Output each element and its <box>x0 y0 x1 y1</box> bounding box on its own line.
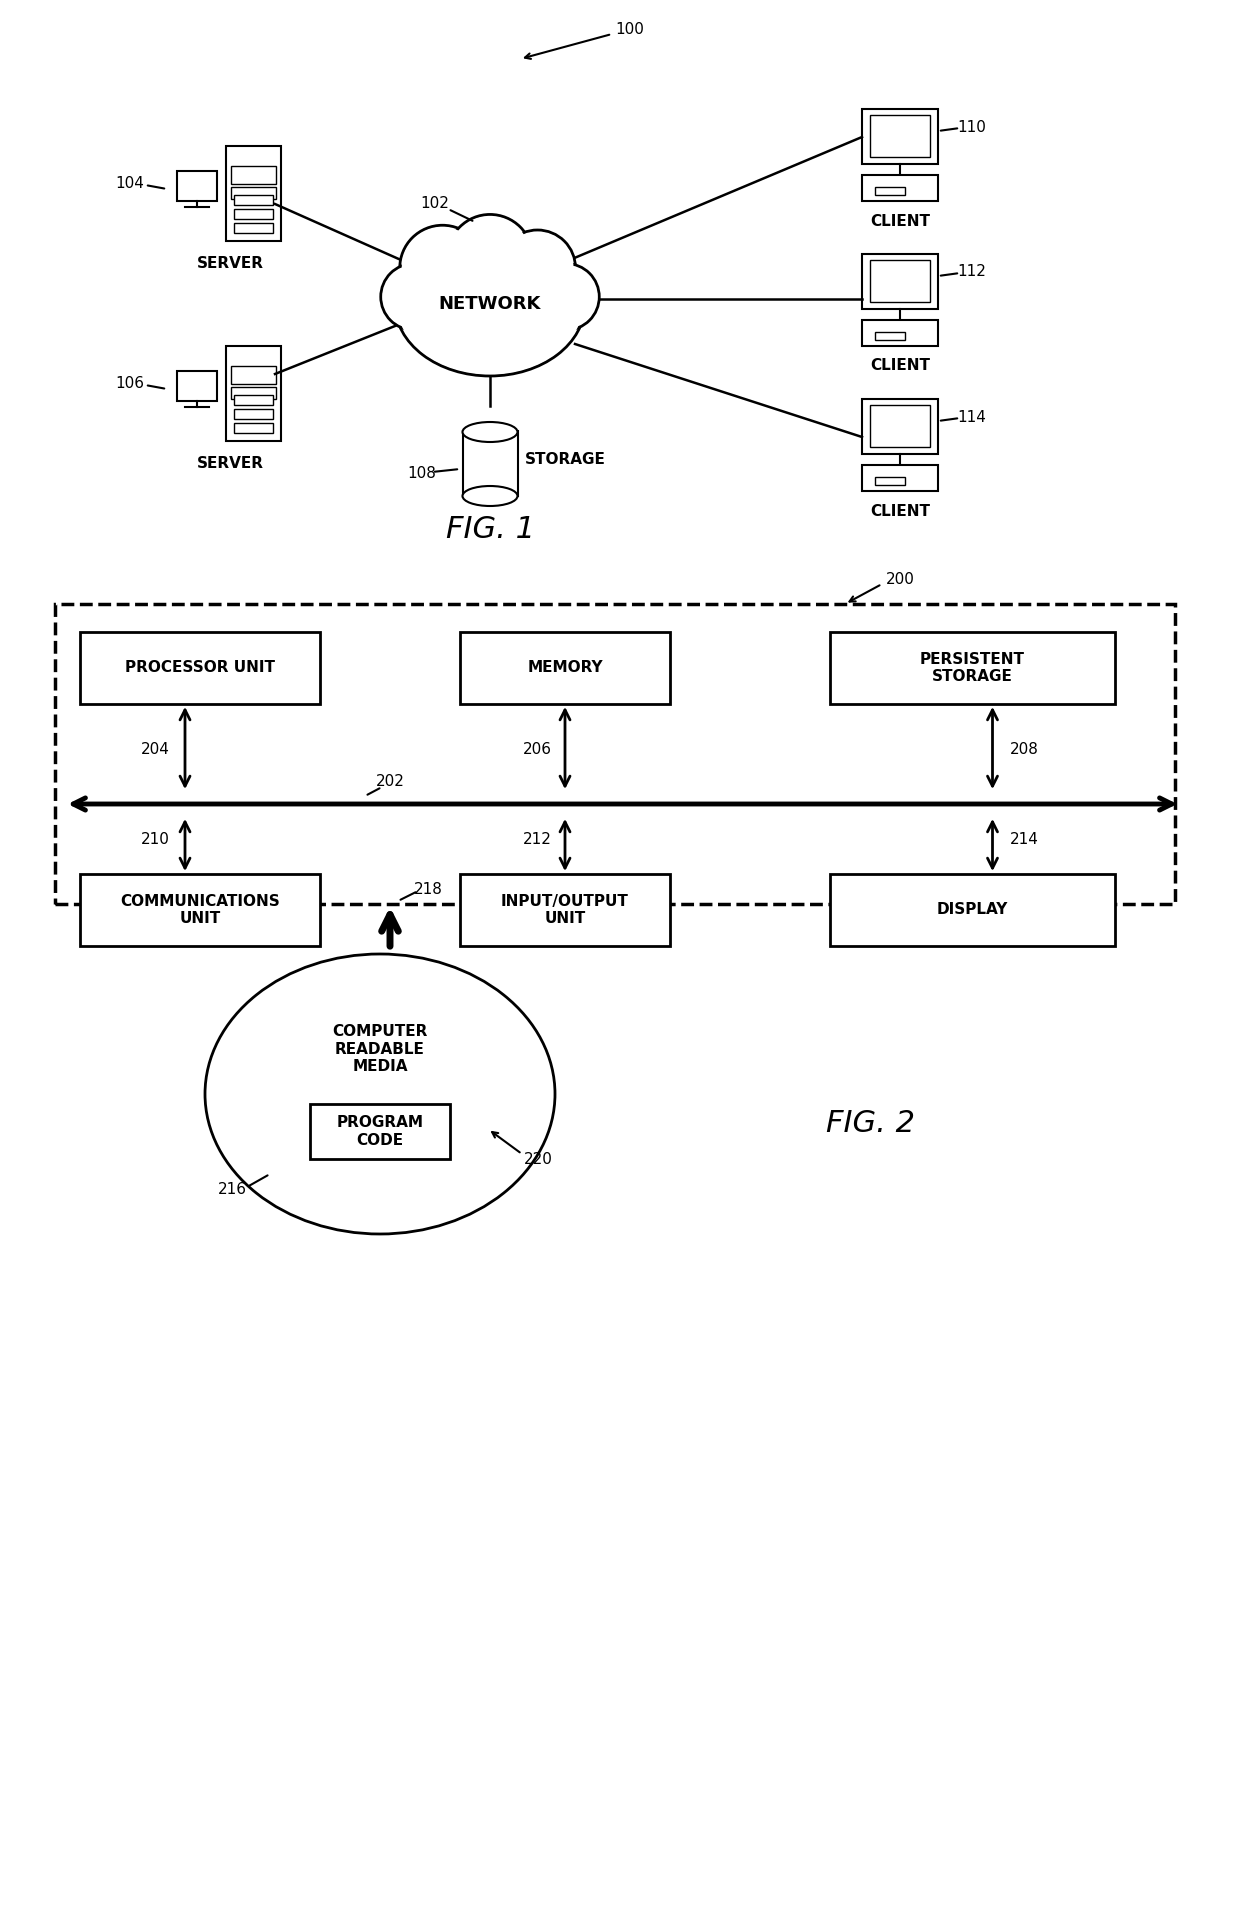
FancyBboxPatch shape <box>862 465 937 492</box>
Circle shape <box>399 226 485 310</box>
Ellipse shape <box>396 232 585 375</box>
FancyBboxPatch shape <box>226 145 281 241</box>
FancyBboxPatch shape <box>234 209 273 218</box>
Text: 102: 102 <box>420 197 449 212</box>
FancyBboxPatch shape <box>830 632 1115 704</box>
Circle shape <box>402 228 484 308</box>
FancyBboxPatch shape <box>463 431 518 496</box>
Text: 100: 100 <box>615 21 645 36</box>
Text: 218: 218 <box>414 882 443 896</box>
FancyBboxPatch shape <box>177 371 217 402</box>
Ellipse shape <box>205 953 556 1235</box>
Circle shape <box>449 216 531 299</box>
Text: 112: 112 <box>957 264 987 279</box>
FancyBboxPatch shape <box>81 632 320 704</box>
Circle shape <box>383 266 445 327</box>
Circle shape <box>381 264 448 329</box>
FancyBboxPatch shape <box>460 632 670 704</box>
FancyBboxPatch shape <box>830 875 1115 946</box>
Circle shape <box>500 230 575 306</box>
Text: SERVER: SERVER <box>196 457 263 471</box>
Text: CLIENT: CLIENT <box>870 214 930 228</box>
FancyBboxPatch shape <box>460 875 670 946</box>
Text: 202: 202 <box>376 775 404 789</box>
FancyBboxPatch shape <box>875 188 905 195</box>
FancyBboxPatch shape <box>862 174 937 201</box>
Ellipse shape <box>397 234 583 373</box>
Text: CLIENT: CLIENT <box>870 503 930 519</box>
FancyBboxPatch shape <box>875 477 905 484</box>
FancyBboxPatch shape <box>231 366 277 385</box>
FancyBboxPatch shape <box>234 410 273 419</box>
Text: 206: 206 <box>522 741 552 756</box>
Circle shape <box>533 264 599 329</box>
Circle shape <box>534 266 598 327</box>
Text: INPUT/OUTPUT
UNIT: INPUT/OUTPUT UNIT <box>501 894 629 926</box>
Text: COMPUTER
READABLE
MEDIA: COMPUTER READABLE MEDIA <box>332 1024 428 1074</box>
Text: PROGRAM
CODE: PROGRAM CODE <box>336 1116 424 1148</box>
FancyBboxPatch shape <box>177 170 217 201</box>
FancyBboxPatch shape <box>234 423 273 433</box>
FancyBboxPatch shape <box>81 875 320 946</box>
Text: STORAGE: STORAGE <box>525 452 605 467</box>
FancyBboxPatch shape <box>875 331 905 341</box>
FancyBboxPatch shape <box>862 320 937 346</box>
FancyBboxPatch shape <box>870 260 930 302</box>
Text: 204: 204 <box>140 741 170 756</box>
FancyBboxPatch shape <box>862 255 937 308</box>
Text: 212: 212 <box>522 831 552 846</box>
FancyBboxPatch shape <box>234 195 273 205</box>
Text: 110: 110 <box>957 119 987 134</box>
FancyBboxPatch shape <box>870 406 930 448</box>
Text: FIG. 2: FIG. 2 <box>826 1110 915 1139</box>
Text: 200: 200 <box>885 572 914 586</box>
Text: MEMORY: MEMORY <box>527 660 603 676</box>
FancyBboxPatch shape <box>862 398 937 454</box>
FancyBboxPatch shape <box>870 115 930 157</box>
Text: PERSISTENT
STORAGE: PERSISTENT STORAGE <box>920 653 1025 683</box>
Text: 216: 216 <box>217 1181 247 1196</box>
Ellipse shape <box>463 486 517 505</box>
Text: PROCESSOR UNIT: PROCESSOR UNIT <box>125 660 275 676</box>
Text: 108: 108 <box>408 467 436 482</box>
FancyBboxPatch shape <box>231 167 277 184</box>
Text: 114: 114 <box>957 410 987 425</box>
Text: NETWORK: NETWORK <box>439 295 541 314</box>
FancyBboxPatch shape <box>234 394 273 406</box>
Circle shape <box>501 232 573 304</box>
Text: 208: 208 <box>1011 741 1039 756</box>
Text: CLIENT: CLIENT <box>870 358 930 373</box>
FancyBboxPatch shape <box>310 1104 450 1160</box>
FancyBboxPatch shape <box>55 605 1176 903</box>
Circle shape <box>448 214 533 300</box>
Text: 210: 210 <box>140 831 170 846</box>
Text: 104: 104 <box>115 176 144 191</box>
FancyBboxPatch shape <box>234 224 273 234</box>
FancyBboxPatch shape <box>231 387 277 398</box>
FancyBboxPatch shape <box>862 109 937 165</box>
Text: FIG. 1: FIG. 1 <box>445 515 534 544</box>
FancyBboxPatch shape <box>231 188 277 199</box>
Text: 220: 220 <box>523 1152 553 1166</box>
FancyBboxPatch shape <box>226 346 281 440</box>
Text: 106: 106 <box>115 377 145 392</box>
Text: DISPLAY: DISPLAY <box>936 903 1008 917</box>
Text: SERVER: SERVER <box>196 256 263 272</box>
Ellipse shape <box>463 421 517 442</box>
Text: 214: 214 <box>1011 831 1039 846</box>
Text: COMMUNICATIONS
UNIT: COMMUNICATIONS UNIT <box>120 894 280 926</box>
